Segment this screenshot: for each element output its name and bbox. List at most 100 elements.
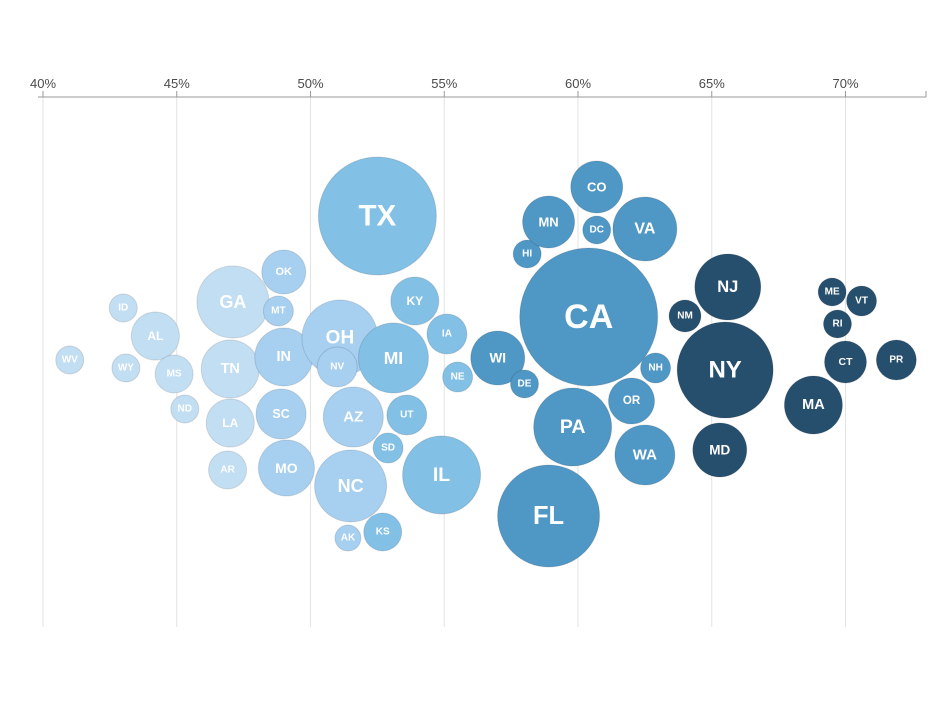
bubble-hi[interactable]: HI (512, 239, 542, 269)
bubble-pa[interactable]: PA (533, 387, 613, 467)
bubble-label: AL (147, 329, 163, 343)
bubble-circle (390, 276, 440, 326)
bubble-fl[interactable]: FL (497, 464, 601, 568)
bubble-wv[interactable]: WV (55, 345, 85, 375)
x-tick-label: 70% (832, 76, 858, 91)
bubble-or[interactable]: OR (608, 377, 655, 425)
bubble-me[interactable]: ME (817, 277, 847, 307)
bubble-al[interactable]: AL (130, 311, 180, 361)
bubble-id[interactable]: ID (108, 293, 138, 323)
bubble-va[interactable]: VA (612, 196, 678, 262)
bubble-label: ME (825, 287, 840, 298)
bubble-ar[interactable]: AR (208, 450, 248, 490)
x-tick-label: 45% (164, 76, 190, 91)
bubble-label: KY (406, 294, 423, 308)
bubble-tx[interactable]: TX (317, 156, 437, 276)
bubble-label: TX (359, 200, 397, 233)
bubble-mi[interactable]: MI (357, 322, 429, 394)
bubble-label: RI (832, 319, 842, 330)
bubble-ky[interactable]: KY (390, 276, 440, 326)
bubble-ri[interactable]: RI (822, 309, 852, 339)
bubble-dc[interactable]: DC (582, 215, 612, 245)
bubble-circle (442, 361, 474, 393)
bubble-label: NE (451, 372, 465, 383)
bubble-in[interactable]: IN (254, 327, 314, 387)
bubble-label: TN (221, 361, 240, 377)
bubble-circle (208, 450, 248, 490)
bubble-label: NC (338, 476, 364, 496)
bubble-ut[interactable]: UT (386, 394, 428, 436)
bubble-ms[interactable]: MS (154, 354, 194, 394)
bubble-circle (510, 369, 539, 399)
bubble-az[interactable]: AZ (322, 386, 384, 448)
bubble-pr[interactable]: PR (875, 339, 917, 381)
bubble-ga[interactable]: GA (196, 265, 270, 339)
bubble-nv[interactable]: NV (316, 346, 358, 388)
bubble-label: MI (384, 348, 403, 368)
bubble-circle (426, 313, 468, 355)
bubble-ct[interactable]: CT (824, 340, 867, 384)
bubble-ks[interactable]: KS (363, 512, 403, 552)
bubble-circle (363, 512, 403, 552)
bubble-mt[interactable]: MT (262, 295, 294, 327)
bubble-label: DE (518, 379, 532, 390)
bubble-label: WA (633, 447, 657, 464)
bubble-label: ND (178, 404, 192, 415)
bubble-circle (783, 375, 843, 435)
bubble-il[interactable]: IL (402, 435, 482, 515)
bubble-ma[interactable]: MA (783, 375, 843, 435)
bubble-wy[interactable]: WY (111, 353, 141, 383)
bubble-label: KS (376, 527, 390, 538)
bubble-sd[interactable]: SD (372, 432, 404, 464)
bubble-label: VA (634, 221, 655, 238)
bubble-ia[interactable]: IA (426, 313, 468, 355)
bubble-wa[interactable]: WA (614, 424, 676, 486)
bubble-label: IL (433, 464, 450, 486)
bubble-label: NM (677, 311, 693, 322)
bubble-mn[interactable]: MN (522, 195, 576, 249)
bubble-label: UT (400, 410, 413, 421)
bubble-circle (668, 299, 702, 333)
bubble-label: DC (589, 225, 603, 236)
bubble-circle (386, 394, 428, 436)
bubble-label: MO (275, 460, 298, 476)
bubble-label: NH (648, 363, 662, 374)
bubble-label: IA (442, 329, 452, 340)
bubble-label: NV (330, 362, 344, 373)
bubble-nc[interactable]: NC (314, 449, 388, 523)
bubble-circle (608, 377, 655, 425)
bubble-ny[interactable]: NY (676, 321, 774, 419)
bubble-la[interactable]: LA (205, 398, 255, 448)
bubble-label: WY (118, 363, 134, 374)
bubble-circle (154, 354, 194, 394)
bubble-de[interactable]: DE (510, 369, 539, 399)
bubble-wi[interactable]: WI (470, 330, 526, 386)
bubble-circle (822, 309, 852, 339)
bubble-label: PR (889, 355, 904, 366)
bubble-circle (314, 449, 388, 523)
bubble-label: OH (326, 328, 355, 349)
bubble-vt[interactable]: VT (846, 285, 878, 317)
bubble-ak[interactable]: AK (334, 524, 362, 552)
bubble-co[interactable]: CO (570, 160, 624, 214)
bubble-label: MS (167, 369, 182, 380)
x-axis: 40% 45% 50% 55% 60% 65% 70% (30, 76, 927, 98)
bubble-nj[interactable]: NJ (694, 253, 762, 321)
bubble-circle (512, 239, 542, 269)
bubble-md[interactable]: MD (692, 422, 748, 478)
bubble-nm[interactable]: NM (668, 299, 702, 333)
bubble-ok[interactable]: OK (261, 249, 307, 295)
bubble-ca[interactable]: CA (519, 247, 659, 387)
x-tick-label: 55% (431, 76, 457, 91)
bubble-circle (111, 353, 141, 383)
bubble-nh[interactable]: NH (640, 352, 672, 384)
bubble-circle (570, 160, 624, 214)
bubble-mo[interactable]: MO (257, 439, 315, 497)
bubble-circle (402, 435, 482, 515)
bubble-nd[interactable]: ND (170, 394, 200, 424)
bubble-tn[interactable]: TN (200, 339, 260, 399)
bubble-circle (846, 285, 878, 317)
bubble-label: CO (587, 180, 607, 195)
bubble-ne[interactable]: NE (442, 361, 474, 393)
bubble-sc[interactable]: SC (255, 388, 307, 440)
